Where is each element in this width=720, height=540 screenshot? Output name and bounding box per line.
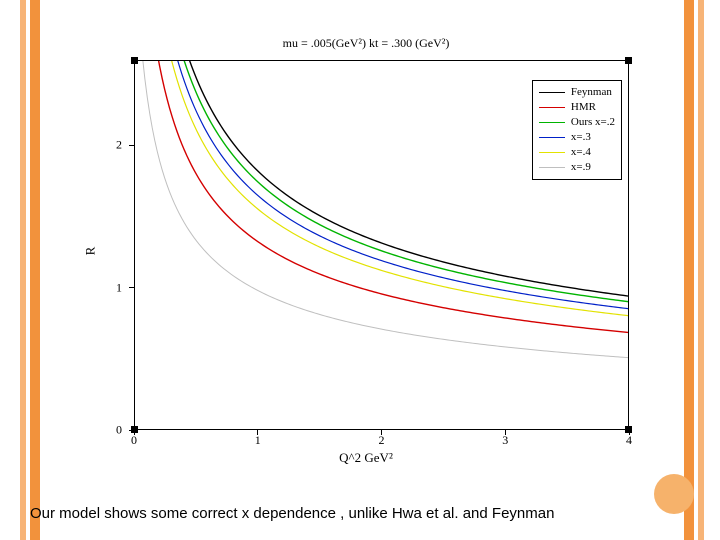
y-tick: 0 [116,423,122,438]
stripe [698,0,704,540]
y-axis-label: R [82,247,98,256]
legend-label: x=.3 [571,131,591,143]
legend-swatch [539,92,565,93]
legend-label: Feynman [571,86,612,98]
legend-label: x=.4 [571,146,591,158]
legend: Feynman HMR Ours x=.2 x=.3 x=.4 x=.9 [532,80,622,180]
legend-swatch [539,167,565,168]
plot-area: Feynman HMR Ours x=.2 x=.3 x=.4 x=.9 [134,60,629,430]
legend-row: HMR [539,100,615,115]
chart-container: mu = .005(GeV²) kt = .300 (GeV²) R Q^2 G… [86,36,646,466]
stripe [684,0,694,540]
chart-title: mu = .005(GeV²) kt = .300 (GeV²) [86,36,646,51]
corner-circle [654,474,694,514]
legend-label: x=.9 [571,161,591,173]
legend-row: Ours x=.2 [539,115,615,130]
legend-row: x=.9 [539,160,615,175]
legend-label: Ours x=.2 [571,116,615,128]
x-tick: 3 [502,433,508,448]
legend-row: x=.3 [539,130,615,145]
legend-swatch [539,107,565,108]
x-tick: 1 [255,433,261,448]
legend-row: Feynman [539,85,615,100]
y-tick: 2 [116,138,122,153]
legend-label: HMR [571,101,596,113]
legend-row: x=.4 [539,145,615,160]
slide-caption: Our model shows some correct x dependenc… [30,505,554,522]
legend-swatch [539,122,565,123]
stripe [30,0,40,540]
legend-swatch [539,137,565,138]
x-tick: 4 [626,433,632,448]
legend-swatch [539,152,565,153]
x-tick: 0 [131,433,137,448]
stripe [20,0,26,540]
x-tick: 2 [379,433,385,448]
y-tick: 1 [116,280,122,295]
x-axis-label: Q^2 GeV² [86,450,646,466]
